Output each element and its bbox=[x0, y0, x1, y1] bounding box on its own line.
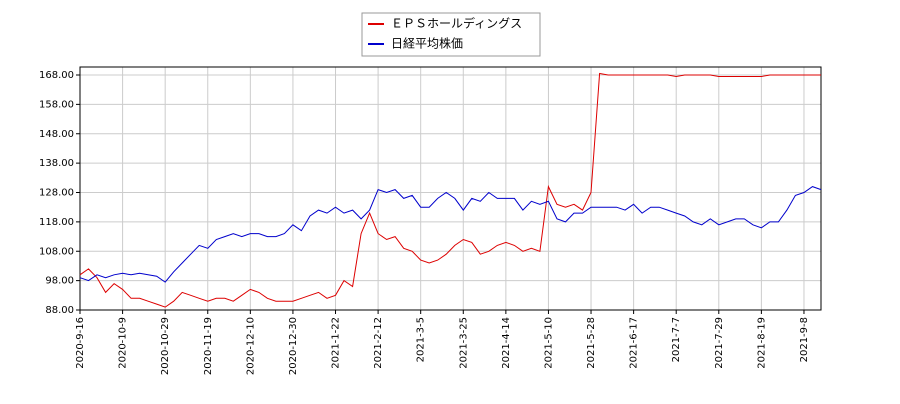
x-tick-label: 2021-7-7 bbox=[671, 317, 682, 362]
y-tick-label: 88.00 bbox=[45, 305, 74, 316]
y-tick-label: 118.00 bbox=[39, 217, 74, 228]
y-tick-label: 158.00 bbox=[39, 99, 74, 110]
plot-frame bbox=[79, 66, 822, 311]
x-tick-label: 2020-12-10 bbox=[245, 317, 256, 375]
x-tick-label: 2021-3-25 bbox=[458, 317, 469, 369]
y-tick-label: 168.00 bbox=[39, 70, 74, 81]
x-tick-label: 2020-9-16 bbox=[75, 317, 86, 369]
x-tick-label: 2021-1-22 bbox=[331, 317, 342, 369]
x-tick-label: 2021-6-17 bbox=[629, 317, 640, 369]
legend-box bbox=[361, 12, 541, 57]
x-tick-label: 2020-11-19 bbox=[203, 317, 214, 375]
x-tick-label: 2021-7-29 bbox=[714, 317, 725, 369]
y-tick-label: 148.00 bbox=[39, 129, 74, 140]
y-tick-label: 138.00 bbox=[39, 158, 74, 169]
y-tick-label: 98.00 bbox=[45, 276, 74, 287]
y-tick-label: 108.00 bbox=[39, 246, 74, 257]
x-tick-label: 2021-4-14 bbox=[501, 317, 512, 369]
x-tick-label: 2020-10-29 bbox=[160, 317, 171, 375]
x-tick-label: 2021-5-10 bbox=[543, 317, 554, 369]
x-tick-label: 2020-12-30 bbox=[288, 317, 299, 375]
series-line bbox=[79, 72, 821, 308]
y-tick-label: 128.00 bbox=[39, 188, 74, 199]
legend-label: ＥＰＳホールディングス bbox=[391, 16, 522, 31]
x-tick-label: 2021-3-5 bbox=[416, 317, 427, 362]
x-tick-label: 2021-9-8 bbox=[799, 317, 810, 362]
legend-label: 日経平均株価 bbox=[391, 36, 463, 51]
x-tick-label: 2020-10-9 bbox=[118, 317, 129, 369]
x-tick-label: 2021-2-12 bbox=[373, 317, 384, 369]
x-tick-label: 2021-5-28 bbox=[586, 317, 597, 369]
series-line bbox=[79, 186, 822, 283]
x-tick-label: 2021-8-19 bbox=[756, 317, 767, 369]
